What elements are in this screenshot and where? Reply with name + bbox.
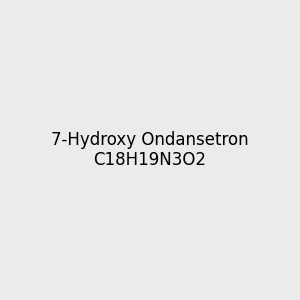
Text: 7-Hydroxy Ondansetron
C18H19N3O2: 7-Hydroxy Ondansetron C18H19N3O2	[51, 130, 249, 170]
